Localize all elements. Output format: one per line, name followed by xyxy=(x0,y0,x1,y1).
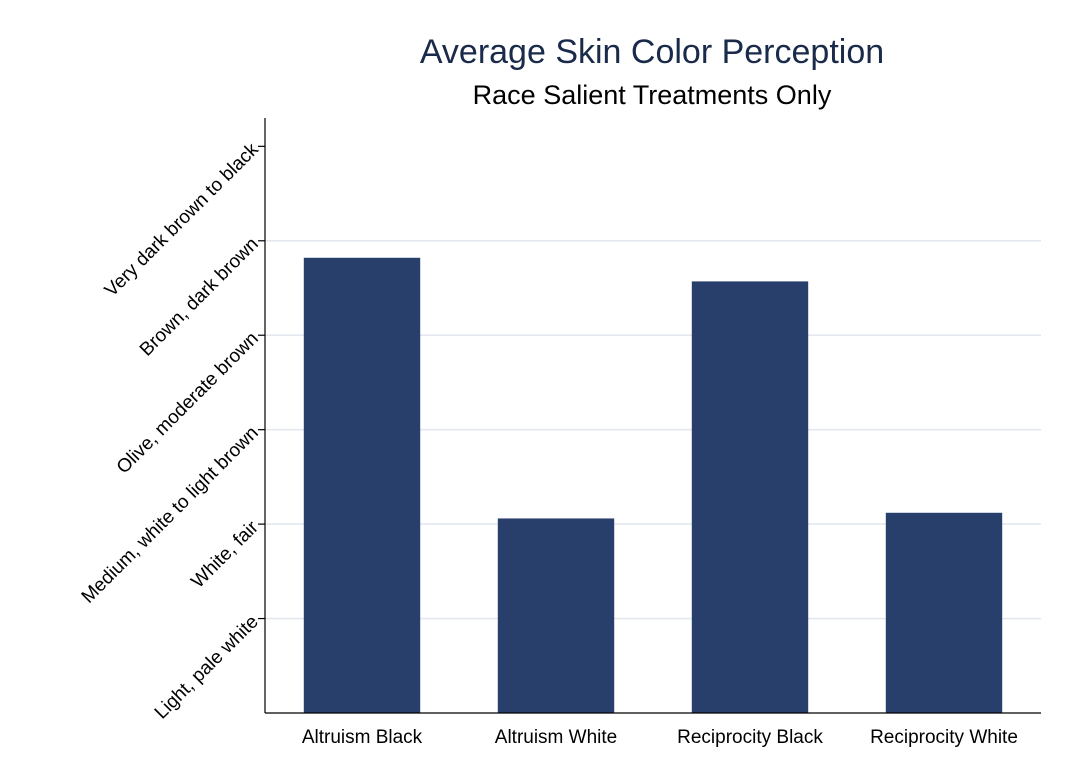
bar xyxy=(691,281,809,713)
y-tick-label: Very dark brown to black xyxy=(101,139,263,301)
axes xyxy=(258,118,1041,714)
y-tick-label: Light, pale white xyxy=(151,611,263,723)
bar xyxy=(497,518,615,713)
x-tick-label: Reciprocity Black xyxy=(677,727,823,748)
bar xyxy=(885,512,1003,713)
x-tick-label: Altruism White xyxy=(495,727,617,748)
bar xyxy=(303,257,421,713)
y-tick-label: White, fair xyxy=(187,517,263,593)
bars xyxy=(303,257,1003,713)
x-tick-label: Reciprocity White xyxy=(870,727,1018,748)
y-tick-label: Medium, white to light brown xyxy=(78,423,263,608)
x-tick-label: Altruism Black xyxy=(302,727,423,748)
chart-subtitle: Race Salient Treatments Only xyxy=(473,80,832,110)
chart-title: Average Skin Color Perception xyxy=(420,33,884,71)
